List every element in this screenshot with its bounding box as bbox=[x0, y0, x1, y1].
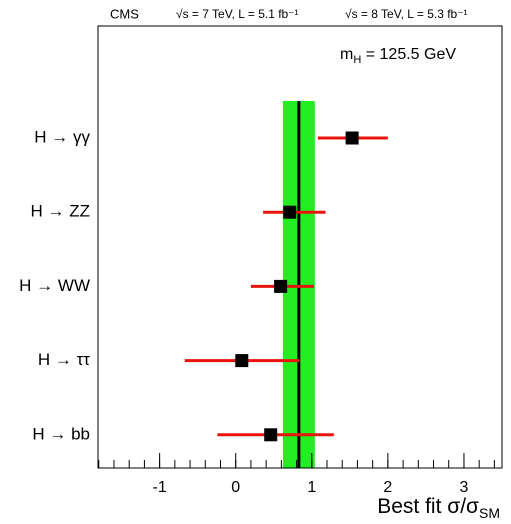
ann-rest: = 125.5 GeV bbox=[361, 46, 456, 63]
category-label: H → ττ bbox=[38, 350, 90, 369]
header-8tev: √s = 8 TeV, L = 5.3 fb⁻¹ bbox=[345, 7, 468, 21]
x-label-sub: SM bbox=[479, 505, 500, 521]
x-axis-label: Best fit σ/σSM bbox=[377, 495, 500, 521]
x-tick-label: -1 bbox=[153, 479, 167, 496]
x-tick-label: 3 bbox=[460, 479, 469, 496]
x-tick-label: 2 bbox=[383, 479, 392, 496]
header-7tev: √s = 7 TeV, L = 5.1 fb⁻¹ bbox=[176, 7, 299, 21]
category-label: H → γγ bbox=[34, 127, 90, 146]
x-label-main: Best fit σ/σ bbox=[377, 495, 479, 518]
category-label: H → ZZ bbox=[31, 202, 91, 221]
category-label: H → bb bbox=[32, 424, 90, 443]
marker bbox=[274, 279, 288, 293]
mass-annotation: mH = 125.5 GeV bbox=[340, 46, 456, 66]
x-tick-label: 0 bbox=[231, 479, 240, 496]
ann-sub: H bbox=[353, 54, 361, 66]
header-cms: CMS bbox=[110, 6, 139, 21]
x-tick-label: 1 bbox=[307, 479, 316, 496]
plot-frame bbox=[97, 25, 503, 469]
category-label: H → WW bbox=[19, 276, 90, 295]
ann-main: m bbox=[340, 46, 353, 63]
marker bbox=[264, 428, 278, 442]
marker bbox=[235, 354, 249, 368]
marker bbox=[345, 131, 359, 145]
marker bbox=[283, 205, 297, 219]
